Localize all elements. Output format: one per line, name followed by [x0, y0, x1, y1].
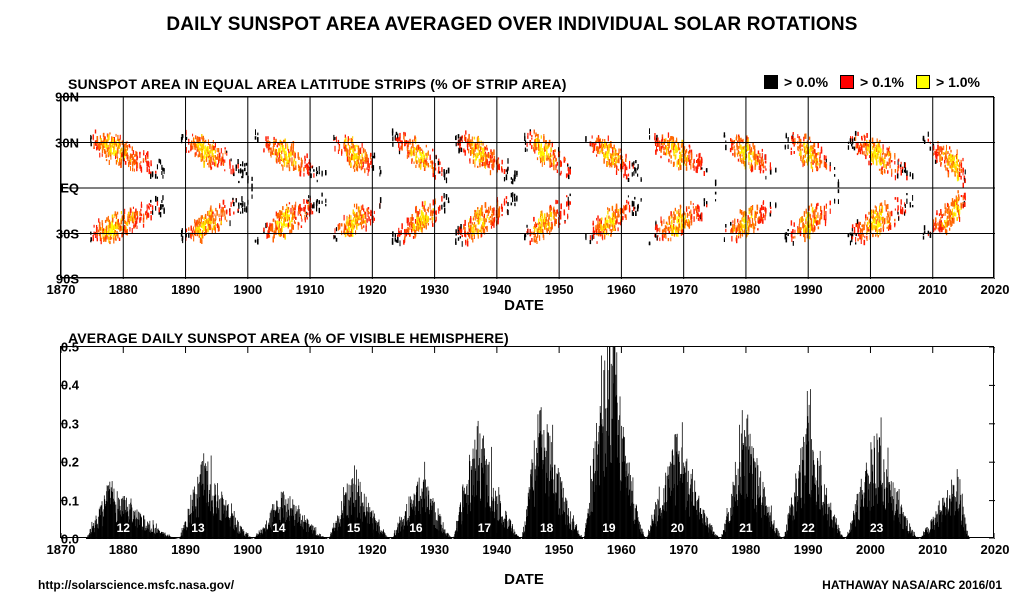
cycle-number-label: 16	[409, 521, 422, 535]
y-tick-label: 0.1	[49, 493, 79, 508]
x-tick-label: 1990	[794, 542, 823, 557]
x-tick-label: 1940	[482, 542, 511, 557]
cycle-number-label: 17	[478, 521, 491, 535]
footer-url: http://solarscience.msfc.nasa.gov/	[38, 578, 234, 592]
x-tick-label: 1930	[420, 542, 449, 557]
cycle-number-label: 20	[671, 521, 684, 535]
y-tick-label: 30S	[49, 226, 79, 241]
x-tick-label: 1920	[358, 542, 387, 557]
cycle-number-label: 19	[602, 521, 615, 535]
butterfly-plot-area: 90N30NEQ30S90S18701880189019001910192019…	[60, 96, 994, 278]
legend-swatch	[764, 75, 778, 89]
area-subtitle: AVERAGE DAILY SUNSPOT AREA (% OF VISIBLE…	[68, 330, 509, 346]
x-tick-label: 1890	[171, 282, 200, 297]
x-tick-label: 1950	[545, 542, 574, 557]
x-tick-label: 2020	[981, 282, 1010, 297]
x-tick-label: 1980	[731, 542, 760, 557]
butterfly-legend: > 0.0% > 0.1% > 1.0%	[764, 74, 986, 90]
legend-swatch	[916, 75, 930, 89]
x-tick-label: 1960	[607, 542, 636, 557]
y-tick-label: EQ	[49, 181, 79, 196]
x-tick-label: 1900	[233, 542, 262, 557]
cycle-number-label: 18	[540, 521, 553, 535]
x-tick-label: 1880	[109, 282, 138, 297]
legend-label: > 0.1%	[860, 74, 904, 90]
cycle-number-label: 23	[870, 521, 883, 535]
x-tick-label: 1950	[545, 282, 574, 297]
x-tick-label: 1960	[607, 282, 636, 297]
x-tick-label: 1900	[233, 282, 262, 297]
x-tick-label: 2010	[918, 542, 947, 557]
butterfly-subtitle: SUNSPOT AREA IN EQUAL AREA LATITUDE STRI…	[68, 76, 567, 92]
x-tick-label: 1910	[296, 282, 325, 297]
butterfly-svg	[61, 97, 995, 279]
cycle-number-label: 21	[739, 521, 752, 535]
x-tick-label: 1970	[669, 282, 698, 297]
x-tick-label: 1980	[731, 282, 760, 297]
butterfly-x-axis-label: DATE	[504, 297, 544, 314]
x-tick-label: 1890	[171, 542, 200, 557]
x-tick-label: 1990	[794, 282, 823, 297]
area-plot-area: 0.00.10.20.30.40.51870188018901900191019…	[60, 346, 994, 538]
y-tick-label: 30N	[49, 135, 79, 150]
x-tick-label: 1870	[47, 542, 76, 557]
y-tick-label: 0.2	[49, 455, 79, 470]
legend-swatch	[840, 75, 854, 89]
x-tick-label: 1920	[358, 282, 387, 297]
butterfly-panel: SUNSPOT AREA IN EQUAL AREA LATITUDE STRI…	[38, 72, 1010, 278]
x-tick-label: 1940	[482, 282, 511, 297]
y-tick-label: 0.5	[49, 340, 79, 355]
y-tick-label: 0.3	[49, 416, 79, 431]
y-tick-label: 90N	[49, 90, 79, 105]
footer-credit: HATHAWAY NASA/ARC 2016/01	[822, 578, 1002, 592]
x-tick-label: 1970	[669, 542, 698, 557]
area-svg	[61, 347, 995, 539]
y-tick-label: 0.4	[49, 378, 79, 393]
cycle-number-label: 12	[117, 521, 130, 535]
x-tick-label: 2010	[918, 282, 947, 297]
x-tick-label: 1870	[47, 282, 76, 297]
legend-label: > 1.0%	[936, 74, 980, 90]
cycle-number-label: 22	[802, 521, 815, 535]
x-tick-label: 1930	[420, 282, 449, 297]
cycle-number-label: 14	[272, 521, 285, 535]
x-tick-label: 1910	[296, 542, 325, 557]
area-panel: AVERAGE DAILY SUNSPOT AREA (% OF VISIBLE…	[38, 336, 1010, 552]
x-tick-label: 2020	[981, 542, 1010, 557]
cycle-number-label: 15	[347, 521, 360, 535]
x-tick-label: 2000	[856, 282, 885, 297]
x-tick-label: 1880	[109, 542, 138, 557]
main-title: DAILY SUNSPOT AREA AVERAGED OVER INDIVID…	[0, 0, 1024, 42]
legend-label: > 0.0%	[784, 74, 828, 90]
cycle-number-label: 13	[191, 521, 204, 535]
x-tick-label: 2000	[856, 542, 885, 557]
area-x-axis-label: DATE	[504, 571, 544, 588]
